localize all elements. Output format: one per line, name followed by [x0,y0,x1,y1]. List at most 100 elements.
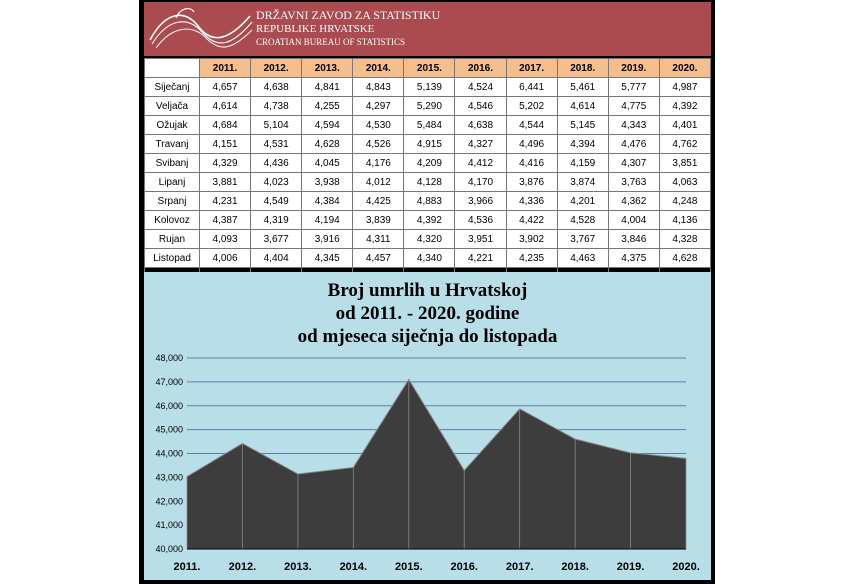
table-cell: 3,846 [607,229,660,249]
table-cell: 3,902 [505,229,558,249]
column-header: 2018. [556,58,609,78]
area-fill [187,379,686,549]
column-header: 2015. [403,58,456,78]
table-cell: 4,387 [198,210,252,230]
y-tick-label: 43,000 [155,472,183,482]
table-cell: 4,528 [556,210,609,230]
table-cell: 4,422 [505,210,558,230]
table-cell: 4,176 [352,153,405,173]
row-label: Listopad [144,248,200,268]
table-cell: 4,526 [352,134,405,154]
table-cell: 3,881 [198,172,252,192]
table-cell: 4,549 [250,191,303,211]
table-cell: 4,311 [352,229,405,249]
table-cell: 4,170 [454,172,507,192]
table-cell: 4,151 [198,134,252,154]
table-cell: 4,614 [198,96,252,116]
table-cell: 3,876 [505,172,558,192]
data-table-container: 2011. 2012. 2013. 2014. 2015. 2016. 2017. 2018.… [144,58,712,287]
header-line-1: DRŽAVNI ZAVOD ZA STATISTIKU [256,8,441,22]
column-header: 2017. [505,58,558,78]
table-cell: 4,738 [250,96,303,116]
row-label: Lipanj [144,172,200,192]
table-cell: 4,404 [250,248,303,268]
x-tick-label: 2018. [561,561,589,573]
chart-title-line-3: od mjeseca siječnja do listopada [297,326,558,347]
table-cell: 4,546 [454,96,507,116]
x-tick-label: 2016. [450,561,478,573]
column-header: 2013. [301,58,354,78]
table-cell: 4,343 [607,115,660,135]
column-header: 2012. [250,58,303,78]
table-cell: 4,128 [403,172,456,192]
table-cell: 4,320 [403,229,456,249]
table-row: Svibanj 4,329 4,436 4,045 4,176 4,209 4,412 4,4… [144,153,712,173]
table-cell: 4,328 [658,229,712,249]
table-cell: 4,329 [198,153,252,173]
table-cell: 4,883 [403,191,456,211]
chart-panel: Broj umrlih u Hrvatskoj od 2011. - 2020.… [144,272,711,580]
table-cell: 4,594 [301,115,354,135]
y-tick-label: 45,000 [155,425,183,435]
table-cell: 3,938 [301,172,354,192]
table-cell: 4,063 [658,172,712,192]
table-cell: 4,987 [658,77,712,97]
dzs-logo-icon [149,8,253,49]
table-cell: 4,345 [301,248,354,268]
table-cell: 4,336 [505,191,558,211]
table-cell: 4,544 [505,115,558,135]
table-row: Srpanj 4,231 4,549 4,384 4,425 4,883 3,966 4,33… [144,191,712,211]
table-cell: 4,159 [556,153,609,173]
table-cell: 4,307 [607,153,660,173]
column-header: 2014. [352,58,405,78]
table-cell: 4,136 [658,210,712,230]
table-cell: 4,524 [454,77,507,97]
column-header: 2020. [658,58,712,78]
column-header: 2019. [607,58,660,78]
table-cell: 3,951 [454,229,507,249]
table-cell: 4,235 [505,248,558,268]
table-cell: 4,340 [403,248,456,268]
table-corner-cell [144,58,200,78]
table-cell: 4,006 [198,248,252,268]
header-banner: DRŽAVNI ZAVOD ZA STATISTIKU REPUBLIKE HR… [144,2,711,56]
table-cell: 4,628 [658,248,712,268]
table-row: Rujan 4,093 3,677 3,916 4,311 4,320 3,951 3,902… [144,229,712,249]
x-tick-label: 2017. [506,561,534,573]
table-cell: 5,461 [556,77,609,97]
table-cell: 5,202 [505,96,558,116]
row-label: Kolovoz [144,210,200,230]
table-cell: 4,375 [607,248,660,268]
chart-title-line-2: od 2011. - 2020. godine [335,303,520,324]
table-cell: 4,384 [301,191,354,211]
table-cell: 3,839 [352,210,405,230]
table-row: Kolovoz 4,387 4,319 4,194 3,839 4,392 4,536 4,4… [144,210,712,230]
y-tick-label: 44,000 [155,449,183,459]
chart-title-line-1: Broj umrlih u Hrvatskoj [327,280,528,301]
table-cell: 4,319 [250,210,303,230]
table-cell: 4,045 [301,153,354,173]
table-header-row: 2011. 2012. 2013. 2014. 2015. 2016. 2017. 2018.… [144,58,712,78]
table-cell: 4,412 [454,153,507,173]
table-cell: 5,777 [607,77,660,97]
y-tick-label: 41,000 [155,520,183,530]
table-cell: 4,657 [198,77,252,97]
area-outline [186,378,687,478]
table-cell: 4,536 [454,210,507,230]
row-label: Travanj [144,134,200,154]
table-cell: 4,614 [556,96,609,116]
column-header: 2016. [454,58,507,78]
table-cell: 4,684 [198,115,252,135]
table-cell: 3,763 [607,172,660,192]
table-cell: 3,851 [658,153,712,173]
table-cell: 4,628 [301,134,354,154]
deaths-table: 2011. 2012. 2013. 2014. 2015. 2016. 2017. 2018.… [144,58,712,287]
table-cell: 4,248 [658,191,712,211]
column-header: 2011. [198,58,252,78]
row-label: Siječanj [144,77,200,97]
table-cell: 4,392 [658,96,712,116]
table-cell: 4,496 [505,134,558,154]
table-cell: 4,436 [250,153,303,173]
table-cell: 4,463 [556,248,609,268]
table-cell: 4,457 [352,248,405,268]
